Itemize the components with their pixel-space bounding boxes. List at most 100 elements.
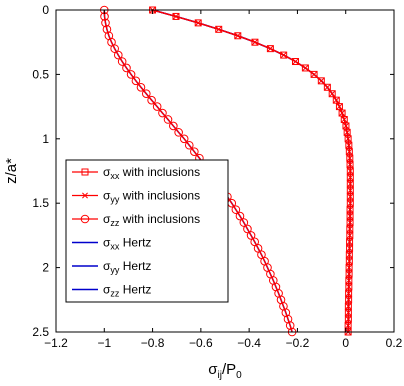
data-point-s2-10 bbox=[311, 71, 318, 78]
x-tick-label-7: 0.2 bbox=[386, 336, 403, 350]
data-point-s2-34 bbox=[346, 226, 353, 232]
legend-label-rest: Hertz bbox=[119, 259, 151, 273]
data-point-s2-1 bbox=[173, 13, 179, 20]
data-point-s1-9 bbox=[301, 64, 309, 72]
data-point-s3-31 bbox=[231, 205, 241, 214]
x-axis-label: σij/P0 bbox=[208, 361, 242, 381]
axes-frame bbox=[55, 9, 395, 333]
data-point-s2-39 bbox=[346, 258, 353, 265]
data-point-s2-31 bbox=[347, 206, 354, 213]
data-point-s1-11 bbox=[317, 77, 325, 85]
data-point-s2-29 bbox=[347, 193, 354, 200]
data-point-s2-24 bbox=[347, 161, 354, 168]
data-point-s3-11 bbox=[131, 76, 141, 86]
legend-marker-circle bbox=[80, 214, 90, 224]
data-point-s3-34 bbox=[243, 224, 252, 234]
axis-labels: σij/P0z/a* bbox=[3, 158, 242, 381]
legend-label-rest: with inclusions bbox=[119, 189, 200, 203]
data-point-s2-30 bbox=[347, 200, 354, 207]
data-point-s2-48 bbox=[345, 316, 352, 323]
x-axis-label-sub2: 0 bbox=[236, 370, 242, 381]
data-point-s1-13 bbox=[328, 90, 336, 98]
data-point-s2-35 bbox=[346, 232, 353, 239]
data-point-s2-27 bbox=[347, 180, 354, 187]
data-point-s3-18 bbox=[169, 121, 178, 131]
data-point-s1-3 bbox=[215, 25, 223, 33]
data-point-s3-22 bbox=[190, 147, 199, 156]
data-point-s2-28 bbox=[347, 187, 354, 194]
data-point-s2-45 bbox=[345, 296, 352, 303]
legend-label-3: σzz with inclusions bbox=[103, 212, 200, 228]
legend-label-rest: Hertz bbox=[119, 283, 151, 297]
legend-box bbox=[65, 159, 229, 303]
x-tick-label-4: −0.4 bbox=[237, 336, 261, 350]
data-point-s3-15 bbox=[152, 102, 162, 111]
data-point-s2-16 bbox=[339, 110, 346, 116]
y-tick-label-2: 1 bbox=[42, 132, 49, 146]
data-point-s2-22 bbox=[346, 148, 353, 155]
legend-label-sub: zz bbox=[110, 289, 120, 299]
x-axis-label-sub: ij bbox=[218, 370, 222, 381]
legend-label-1: σxx with inclusions bbox=[103, 165, 200, 181]
data-point-s3-2 bbox=[101, 18, 110, 28]
data-point-s3-17 bbox=[163, 115, 173, 124]
data-point-s2-17 bbox=[341, 116, 348, 123]
legend-label-main: σ bbox=[103, 165, 111, 179]
legend-entry-1: σxx with inclusions bbox=[72, 165, 200, 181]
data-point-s2-37 bbox=[346, 245, 353, 252]
data-point-s2-32 bbox=[347, 213, 354, 220]
data-point-s2-41 bbox=[346, 271, 353, 277]
legend-label-2: σyy with inclusions bbox=[103, 189, 200, 205]
legend-label-main: σ bbox=[103, 259, 111, 273]
legend-label-rest: with inclusions bbox=[119, 165, 200, 179]
data-point-s2-43 bbox=[345, 283, 352, 290]
data-point-s2-11 bbox=[318, 77, 325, 84]
data-point-s3-33 bbox=[239, 218, 249, 227]
data-point-s2-33 bbox=[347, 219, 354, 226]
data-point-s3-21 bbox=[184, 140, 194, 150]
data-point-s2-6 bbox=[267, 45, 274, 52]
data-point-s2-26 bbox=[347, 174, 354, 181]
x-tick-label-3: −0.6 bbox=[189, 336, 213, 350]
legend-label-main: σ bbox=[103, 283, 111, 297]
data-point-s3-10 bbox=[126, 70, 136, 79]
data-point-s1-1 bbox=[172, 12, 180, 20]
x-tick-label-1: −1 bbox=[97, 336, 111, 350]
data-point-s3-47 bbox=[281, 308, 291, 317]
data-point-s2-9 bbox=[302, 65, 309, 71]
legend-entry-4: σxx Hertz bbox=[72, 236, 151, 252]
data-point-s3-16 bbox=[158, 108, 167, 118]
data-point-s1-12 bbox=[323, 83, 331, 91]
data-point-s1-5 bbox=[251, 38, 259, 46]
x-axis-label-main: σ bbox=[208, 361, 218, 378]
data-point-s2-40 bbox=[346, 264, 353, 271]
data-point-s2-14 bbox=[333, 97, 340, 104]
legend-label-sub: xx bbox=[110, 242, 120, 252]
legend-label-main: σ bbox=[103, 189, 111, 203]
data-point-s2-47 bbox=[345, 309, 352, 316]
data-point-s2-19 bbox=[344, 129, 351, 136]
legend-label-main: σ bbox=[103, 236, 111, 250]
data-point-s2-3 bbox=[215, 26, 222, 33]
x-tick-label-0: −1.2 bbox=[44, 336, 68, 350]
data-point-s1-7 bbox=[280, 51, 288, 59]
series-2 bbox=[149, 7, 354, 335]
data-point-s1-10 bbox=[310, 70, 318, 78]
x-tick-label-5: −0.2 bbox=[286, 336, 310, 350]
data-point-s2-7 bbox=[280, 52, 287, 59]
legend-label-6: σzz Hertz bbox=[103, 283, 151, 299]
y-tick-label-5: 2.5 bbox=[32, 325, 49, 339]
legend-label-sub: xx bbox=[110, 171, 120, 181]
data-point-s3-8 bbox=[117, 57, 127, 66]
data-point-s2-2 bbox=[195, 19, 202, 26]
data-point-s3-9 bbox=[122, 63, 131, 73]
data-point-s2-38 bbox=[346, 251, 353, 258]
data-point-s2-49 bbox=[345, 322, 352, 329]
data-point-s2-15 bbox=[336, 103, 343, 110]
data-point-s2-20 bbox=[345, 135, 352, 142]
data-point-s3-7 bbox=[113, 50, 123, 60]
data-point-s2-18 bbox=[343, 122, 349, 129]
data-point-s2-13 bbox=[329, 90, 336, 97]
data-point-s3-14 bbox=[147, 95, 156, 105]
data-point-s1-4 bbox=[234, 32, 242, 40]
